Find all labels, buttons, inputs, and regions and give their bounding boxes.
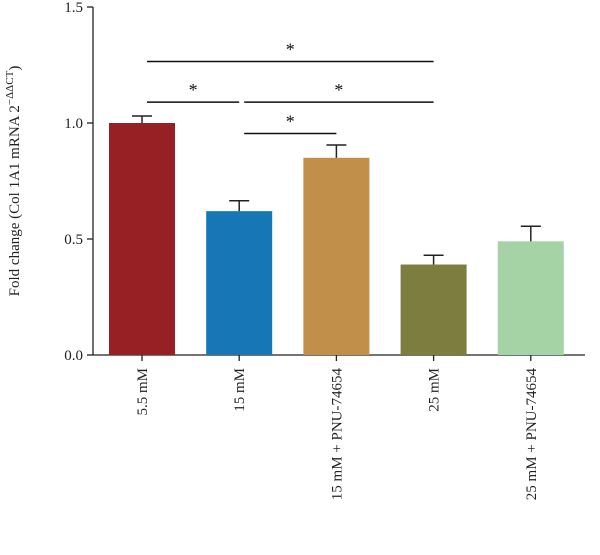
significance-star: * <box>286 40 295 60</box>
bar <box>497 241 564 355</box>
x-tick-label: 15 mM <box>232 368 248 412</box>
y-axis-title: Fold change (Col 1A1 mRNA 2−ΔΔCT) <box>4 66 23 297</box>
bar <box>303 157 370 355</box>
y-axis-title-close: ) <box>7 66 23 71</box>
x-tick-labels: 5.5 mM 15 mM 15 mM + PNU-74654 25 mM 25 mM +… <box>135 368 540 501</box>
y-axis: 0.0 0.5 1.0 1.5 <box>64 0 94 364</box>
x-tick-label: 5.5 mM <box>135 368 151 416</box>
bar <box>109 123 175 355</box>
x-tick-label: 15 mM + PNU-74654 <box>329 368 345 501</box>
y-axis-title-main: Fold change (Col 1A1 mRNA 2 <box>7 105 23 296</box>
y-tick-label: 1.5 <box>64 0 83 16</box>
bar <box>400 264 467 355</box>
significance-star: * <box>189 80 198 100</box>
y-axis-label: Fold change (Col 1A1 mRNA 2−ΔΔCT) <box>4 66 23 297</box>
significance-brackets: * * * * <box>147 40 434 135</box>
bar <box>206 211 273 355</box>
y-tick-label: 1.0 <box>64 116 83 132</box>
bars <box>109 123 564 355</box>
y-tick-label: 0.0 <box>64 348 83 364</box>
y-tick-label: 0.5 <box>64 232 83 248</box>
x-tick-label: 25 mM + PNU-74654 <box>524 368 540 501</box>
x-tick-label: 25 mM <box>427 368 443 412</box>
y-axis-title-superscript: −ΔΔCT <box>4 70 16 105</box>
x-axis <box>93 354 585 361</box>
significance-star: * <box>286 111 295 131</box>
significance-star: * <box>334 80 343 100</box>
error-bars <box>132 115 541 265</box>
